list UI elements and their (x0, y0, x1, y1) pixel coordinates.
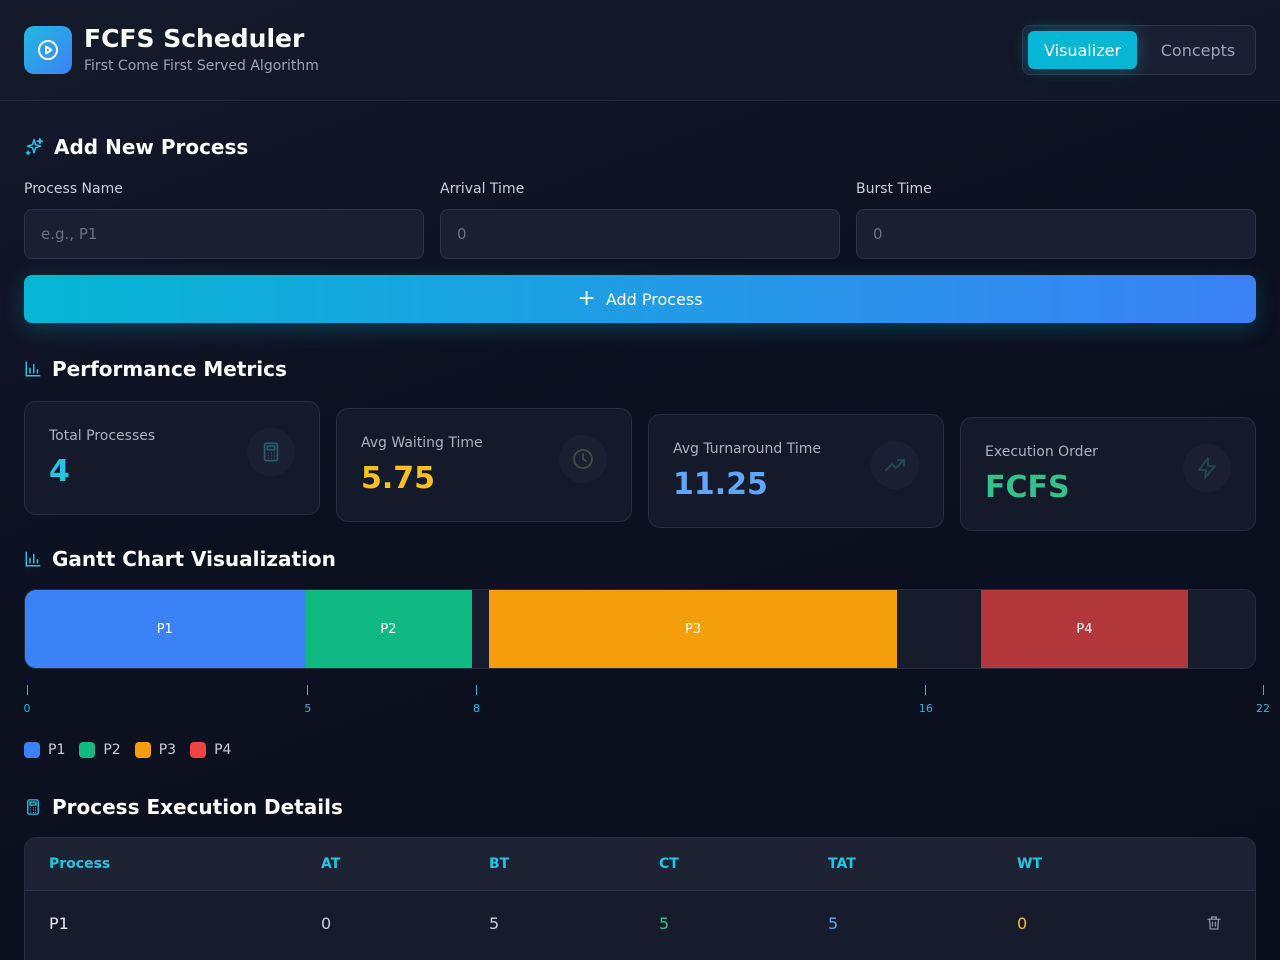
clock-icon (559, 435, 607, 483)
app-title: FCFS Scheduler (84, 24, 305, 53)
gantt-block-p3: P3 (489, 590, 898, 668)
gantt-block-p2: P2 (304, 590, 473, 668)
gantt-block-p1: P1 (25, 590, 305, 668)
legend-swatch (79, 742, 96, 758)
delete-process-button[interactable] (1205, 914, 1227, 936)
add-process-button[interactable]: + Add Process (24, 275, 1256, 323)
column-header-at: AT (321, 856, 341, 872)
legend-item-p3: P3 (134, 742, 177, 758)
bar-chart-icon (25, 361, 41, 377)
gantt-tick: 16 (916, 685, 936, 715)
details-heading: Process Execution Details (24, 794, 343, 820)
gantt-tick: 22 (1253, 685, 1273, 715)
cell-process: P1 (49, 914, 69, 933)
process-table: Process AT BT CT TAT WT P1 0 5 5 5 0 (24, 837, 1256, 960)
legend-label: P3 (158, 742, 177, 758)
metrics-heading: Performance Metrics (24, 356, 287, 382)
tab-concepts[interactable]: Concepts (1160, 40, 1236, 60)
tick-label: 16 (918, 702, 933, 715)
metric-value: 5.75 (361, 461, 436, 496)
add-process-heading: Add New Process (24, 134, 248, 160)
tick-label: 8 (472, 702, 480, 715)
tick-label: 0 (23, 702, 31, 715)
tick-label: 5 (304, 702, 312, 715)
tick-mark (1262, 685, 1264, 695)
tick-mark (26, 685, 28, 695)
column-header-wt: WT (1017, 856, 1042, 872)
calculator-icon (27, 799, 39, 815)
details-title: Process Execution Details (52, 795, 343, 819)
arrival-time-label: Arrival Time (440, 181, 525, 197)
legend-swatch (24, 742, 40, 758)
metric-label: Execution Order (985, 444, 1098, 460)
cell-wt: 0 (1017, 914, 1028, 933)
gantt-tick: 5 (298, 685, 318, 715)
metric-value: 11.25 (673, 467, 768, 502)
sparkles-icon (25, 137, 44, 156)
gantt-block-p4: P4 (981, 590, 1188, 668)
app-header: FCFS Scheduler First Come First Served A… (0, 0, 1280, 101)
app-subtitle: First Come First Served Algorithm (84, 58, 319, 74)
cell-ct: 5 (659, 914, 670, 933)
tab-visualizer[interactable]: Visualizer (1028, 31, 1137, 69)
metric-label: Avg Waiting Time (361, 435, 483, 451)
trending-up-icon (871, 441, 919, 489)
legend-label: P1 (48, 742, 66, 758)
add-process-title: Add New Process (54, 135, 249, 159)
metric-value: 4 (49, 454, 70, 489)
metric-label: Total Processes (49, 428, 156, 444)
gantt-chart: P1 P2 P3 P4 (24, 589, 1256, 669)
legend-item-p4: P4 (190, 742, 231, 758)
tick-mark (307, 685, 309, 695)
gantt-heading: Gantt Chart Visualization (24, 546, 336, 572)
trash-icon (1207, 916, 1221, 930)
gantt-legend: P1 P2 P3 P4 (24, 742, 245, 758)
column-header-tat: TAT (828, 856, 856, 872)
legend-item-p1: P1 (24, 742, 65, 758)
cell-bt: 5 (489, 914, 500, 933)
add-process-button-label: Add Process (605, 289, 703, 309)
plus-icon: + (577, 286, 596, 311)
cell-tat: 5 (828, 914, 839, 933)
metric-card-execution-order: Execution Order FCFS (960, 417, 1256, 531)
metric-card-total-processes: Total Processes 4 (24, 401, 320, 515)
tick-mark (475, 685, 477, 695)
tick-label: 22 (1256, 702, 1270, 715)
arrival-time-input[interactable] (440, 209, 840, 259)
calculator-icon (247, 428, 295, 476)
tick-mark (925, 685, 927, 695)
burst-time-label: Burst Time (856, 181, 932, 197)
cell-at: 0 (321, 914, 332, 933)
legend-label: P4 (214, 742, 232, 758)
table-header: Process AT BT CT TAT WT (25, 838, 1255, 891)
legend-swatch (190, 742, 207, 758)
column-header-ct: CT (659, 856, 679, 872)
metric-card-avg-waiting: Avg Waiting Time 5.75 (336, 408, 632, 522)
burst-time-input[interactable] (856, 209, 1256, 259)
view-tabs: Visualizer Concepts (1022, 25, 1256, 75)
metric-value: FCFS (985, 470, 1070, 505)
column-header-process: Process (49, 856, 111, 872)
legend-label: P2 (103, 742, 121, 758)
zap-icon (1183, 444, 1231, 492)
play-circle-icon (24, 26, 72, 74)
process-name-label: Process Name (24, 181, 123, 197)
gantt-tick: 0 (17, 685, 37, 715)
legend-item-p2: P2 (79, 742, 121, 758)
gantt-tick: 8 (466, 685, 486, 715)
metric-label: Avg Turnaround Time (673, 441, 821, 457)
metric-card-avg-turnaround: Avg Turnaround Time 11.25 (648, 414, 944, 528)
metrics-title: Performance Metrics (52, 357, 287, 381)
legend-swatch (134, 742, 151, 758)
process-name-input[interactable] (24, 209, 424, 259)
gantt-title: Gantt Chart Visualization (52, 547, 336, 571)
bar-chart-icon (25, 551, 41, 567)
column-header-bt: BT (489, 856, 510, 872)
